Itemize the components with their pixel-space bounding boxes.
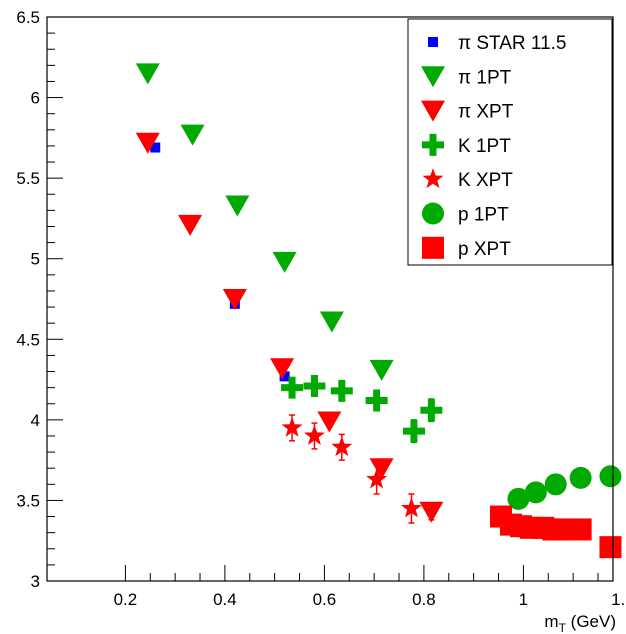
series-0 — [150, 142, 290, 382]
plot-frame — [46, 16, 614, 582]
data-point — [281, 376, 304, 399]
data-point — [270, 358, 295, 380]
x-axis-title-sub: T — [559, 621, 567, 634]
data-point — [222, 289, 247, 310]
data-point — [369, 458, 394, 480]
data-point — [507, 487, 530, 510]
data-point — [331, 436, 353, 457]
x-tick-label: 0.8 — [412, 590, 436, 609]
y-tick-label: 3.5 — [16, 491, 40, 510]
x-tick-label: 1 — [519, 590, 528, 609]
legend-entry-label: K 1PT — [458, 136, 511, 157]
data-point — [225, 195, 250, 217]
legend-marker — [422, 133, 444, 156]
series-6 — [490, 505, 622, 559]
legend-entry-label: p 1PT — [458, 205, 509, 226]
series-2 — [135, 132, 444, 523]
x-tick-label: 1.2 — [611, 590, 626, 609]
data-point — [549, 518, 572, 541]
data-point — [569, 518, 592, 541]
data-point — [317, 411, 342, 433]
data-point — [419, 501, 444, 523]
chart-marks — [135, 63, 622, 559]
data-point — [366, 468, 388, 489]
series-5 — [507, 465, 622, 510]
legend-entry-label: π 1PT — [458, 67, 512, 88]
legend-marker — [422, 168, 444, 189]
legend-entry-label: π STAR 11.5 — [458, 33, 567, 54]
data-point — [402, 420, 425, 443]
data-point — [303, 424, 325, 445]
data-point — [135, 63, 160, 85]
data-point — [569, 466, 592, 489]
data-point — [281, 416, 303, 437]
data-point — [279, 371, 290, 382]
data-point — [544, 473, 567, 496]
y-tick-label: 6 — [31, 89, 40, 108]
y-tick-label: 4.5 — [16, 330, 40, 349]
data-point — [150, 142, 161, 153]
x-tick-label: 0.6 — [313, 590, 337, 609]
legend-entry-label: π XPT — [458, 102, 514, 123]
y-tick-label: 4 — [31, 411, 40, 430]
legend: π STAR 11.5 π 1PT π XPT K 1PT K XPT p 1PT p XP… — [407, 18, 613, 266]
data-point — [135, 132, 160, 154]
data-point — [178, 214, 203, 236]
data-point — [401, 497, 422, 518]
series-4 — [281, 414, 422, 524]
legend-marker — [428, 37, 438, 47]
x-axis-title-unit: (GeV) — [566, 612, 616, 631]
y-tick-label: 5.5 — [16, 169, 40, 188]
data-point — [303, 375, 326, 398]
series-3 — [281, 375, 443, 444]
data-point — [272, 251, 297, 273]
data-point — [319, 311, 344, 333]
y-tick-label: 6.5 — [16, 8, 40, 27]
data-point — [330, 379, 353, 402]
legend-marker — [422, 236, 444, 259]
data-point — [599, 465, 622, 488]
x-tick-label: 0.2 — [114, 590, 138, 609]
x-axis-title: mT (GeV) — [544, 612, 616, 634]
x-axis-title-main: m — [544, 612, 558, 631]
legend-entry-label: K XPT — [458, 170, 513, 191]
data-point — [369, 359, 394, 381]
chart-axes: 0.2 0.4 0.6 0.8 1 1.2 3 3.5 4 4.5 5 5.5 6 6.5 — [16, 8, 626, 609]
series-1 — [135, 63, 394, 381]
legend-entry-label: p XPT — [458, 239, 511, 260]
legend-marker — [421, 66, 445, 88]
y-tick-label: 5 — [31, 250, 40, 269]
data-point — [180, 124, 205, 146]
data-point — [420, 399, 443, 422]
legend-marker — [422, 202, 444, 225]
data-point — [365, 389, 388, 412]
data-point — [524, 481, 547, 504]
legend-marker — [421, 100, 445, 122]
y-tick-label: 3 — [31, 572, 40, 591]
x-tick-label: 0.4 — [213, 590, 237, 609]
data-point — [599, 536, 622, 559]
